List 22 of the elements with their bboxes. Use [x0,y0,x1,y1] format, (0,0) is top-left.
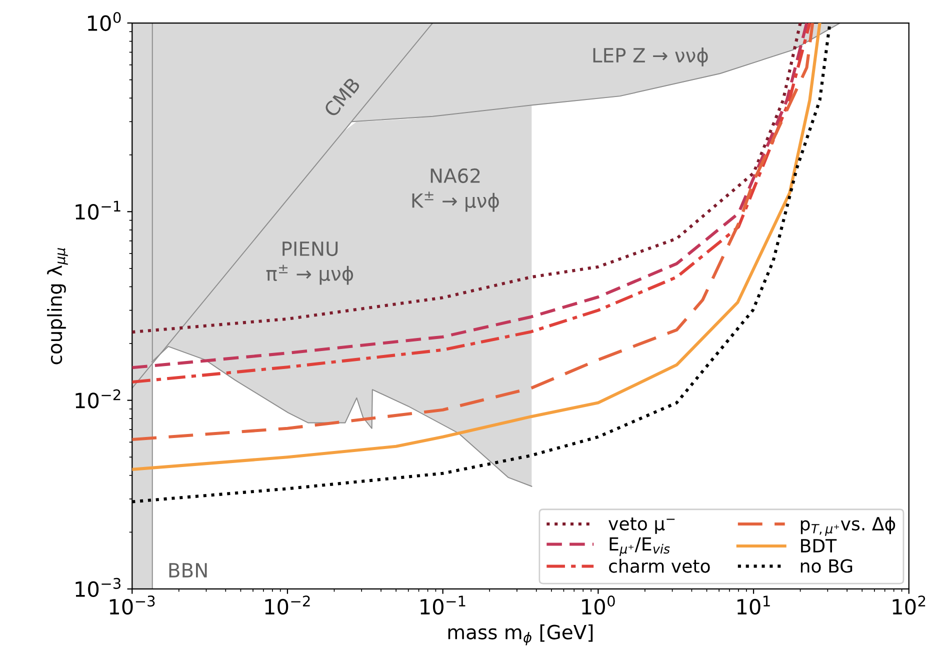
y-tick-label: 10$^{−2}$ [76,389,120,408]
y-tick-label: 10$^{−1}$ [76,200,120,220]
legend-label: no BG [800,559,852,573]
x-tick-label: 10$^{0}$ [582,596,615,615]
annotation: NA62 K$^{±}$ → μνϕ [412,168,499,212]
legend-label: BDT [801,539,837,552]
x-tick-label: 10$^{2}$ [892,596,926,615]
x-tick-label: 10$^{−2}$ [265,596,310,615]
x-axis-title: mass m$_{ϕ}$ [GeV] [448,624,593,646]
x-tick-label: 10$^{−3}$ [110,596,155,615]
legend-label: E$_{μ⁺}$/E$_{vis}$ [610,537,670,556]
x-tick-label: 10$^{−1}$ [420,596,466,615]
x-tick-label: 10$^{1}$ [737,596,770,615]
legend-label: charm veto [609,558,710,573]
y-axis-title: coupling λ$_{μμ}$ [47,248,68,364]
legend-label: veto μ$^{−}$ [608,518,675,534]
legend-label: p$_{T,μ⁺}$vs. Δϕ [800,516,896,536]
annotation: LEP Z → ννϕ [593,48,708,66]
y-tick-label: 10$^{−3}$ [76,578,120,598]
y-tick-label: 10$^{0}$ [88,12,121,32]
band-label: BBN [169,563,207,578]
annotation: PIENU π$^{±}$ → μνϕ [266,242,354,285]
